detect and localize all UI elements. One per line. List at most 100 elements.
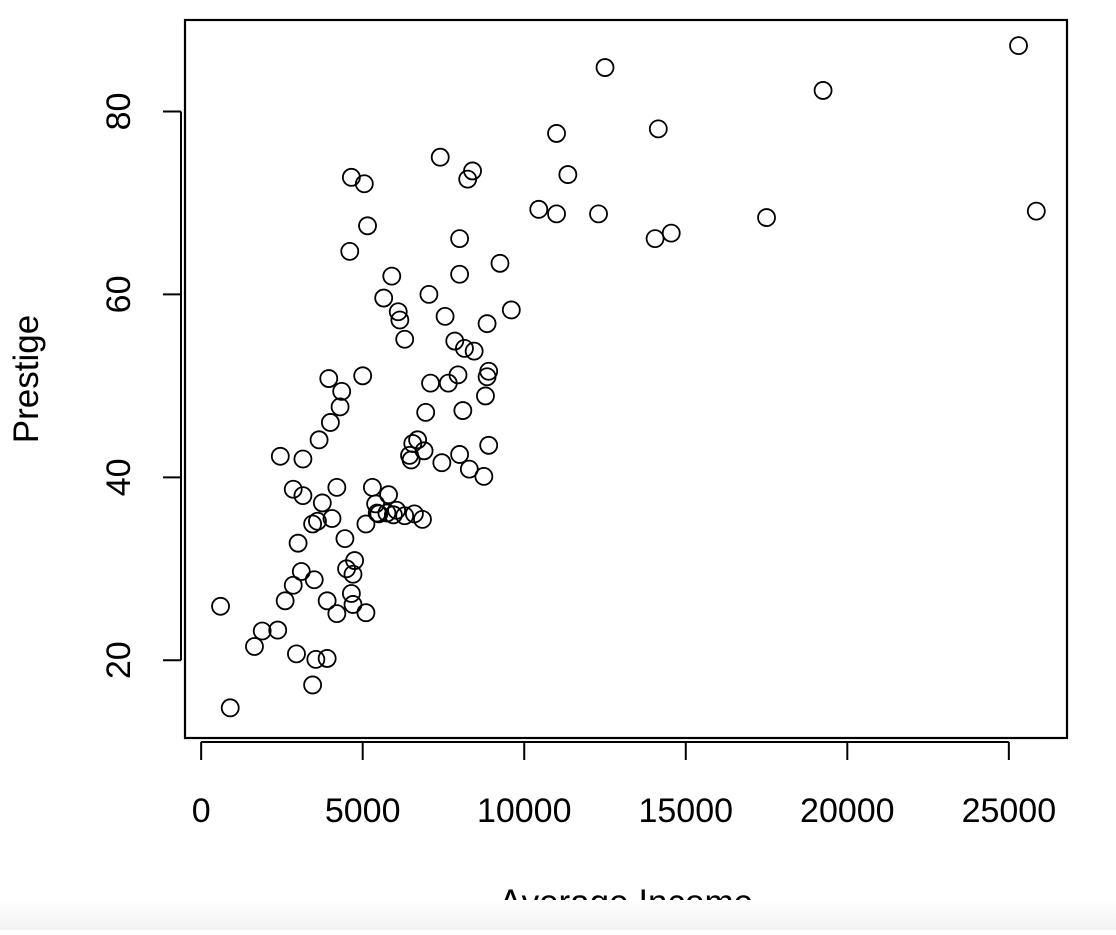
data-point — [757, 208, 776, 227]
data-point — [448, 365, 468, 385]
data-point — [354, 174, 374, 194]
data-points — [211, 36, 1046, 718]
data-point — [379, 485, 398, 505]
data-point — [529, 199, 549, 219]
data-point — [1009, 36, 1028, 56]
data-point — [304, 570, 324, 590]
x-tick-label: 20000 — [800, 792, 895, 830]
x-tick-label: 5000 — [325, 792, 401, 830]
data-point — [558, 165, 578, 184]
data-point — [366, 494, 386, 514]
data-point — [306, 649, 326, 669]
data-point — [476, 386, 495, 406]
data-point — [343, 595, 363, 614]
data-point — [453, 401, 473, 420]
data-point — [327, 604, 347, 624]
data-point — [211, 596, 230, 616]
data-point — [490, 253, 510, 273]
y-tick-label: 80 — [100, 93, 138, 131]
data-point — [340, 242, 360, 261]
data-point — [275, 591, 295, 611]
data-point — [320, 413, 340, 432]
data-point — [445, 331, 465, 351]
data-point — [353, 366, 373, 386]
data-point — [341, 167, 361, 187]
data-point — [335, 529, 355, 549]
data-point — [589, 204, 608, 224]
data-point — [413, 509, 432, 529]
data-point — [308, 511, 327, 531]
data-point — [287, 644, 306, 664]
data-point — [362, 477, 382, 497]
data-point — [547, 204, 566, 224]
data-point — [435, 306, 455, 326]
data-point — [459, 459, 479, 479]
data-point — [309, 430, 329, 450]
data-point — [288, 533, 308, 553]
data-point — [343, 564, 363, 584]
x-tick-label: 0 — [192, 792, 211, 830]
data-point — [501, 300, 521, 320]
data-point — [432, 453, 452, 473]
data-point — [595, 58, 615, 77]
data-point — [395, 329, 415, 349]
data-point — [547, 124, 566, 143]
data-point — [479, 361, 499, 381]
data-point — [408, 430, 428, 450]
data-point — [283, 575, 303, 595]
data-point — [648, 119, 668, 139]
x-tick-label: 10000 — [477, 792, 572, 830]
data-point — [291, 562, 311, 581]
data-point — [388, 302, 408, 322]
data-point — [369, 504, 389, 524]
data-point — [317, 649, 337, 668]
x-tick-label: 15000 — [638, 792, 733, 830]
data-point — [645, 229, 665, 249]
data-point — [341, 584, 361, 603]
data-point — [293, 449, 313, 469]
y-tick-label: 20 — [100, 641, 138, 679]
x-axis: 0 5000 10000 15000 20000 25000 — [192, 741, 1057, 830]
data-point — [477, 314, 497, 334]
data-point — [293, 486, 313, 506]
data-point — [395, 506, 415, 526]
data-point — [283, 479, 303, 499]
data-point — [419, 284, 439, 304]
data-point — [312, 493, 332, 513]
data-point — [463, 161, 482, 181]
data-point — [319, 369, 339, 388]
x-tick-label: 25000 — [962, 792, 1057, 830]
data-point — [421, 373, 440, 393]
data-point — [317, 591, 337, 611]
data-point — [356, 603, 376, 623]
data-point — [245, 637, 264, 656]
data-point — [430, 147, 450, 167]
data-point — [813, 81, 833, 100]
data-point — [479, 435, 499, 455]
data-point — [464, 341, 484, 361]
data-point — [303, 514, 323, 534]
data-point — [220, 698, 240, 718]
data-point — [661, 223, 681, 243]
y-tick-label: 60 — [100, 275, 138, 313]
data-point — [450, 229, 470, 249]
data-point — [414, 441, 434, 461]
data-point — [450, 445, 470, 464]
y-tick-label: 40 — [100, 458, 138, 496]
data-point — [358, 216, 377, 236]
data-point — [252, 621, 272, 641]
data-point — [332, 381, 352, 401]
data-point — [270, 446, 290, 466]
data-point — [322, 509, 342, 528]
data-point — [382, 266, 402, 286]
plot-frame — [183, 18, 1069, 740]
data-point — [330, 397, 350, 417]
data-point — [374, 288, 394, 308]
y-axis-title: Prestige — [7, 315, 46, 443]
data-point — [416, 402, 436, 422]
data-point — [1026, 201, 1046, 221]
data-point — [390, 310, 410, 330]
data-point — [303, 675, 323, 695]
